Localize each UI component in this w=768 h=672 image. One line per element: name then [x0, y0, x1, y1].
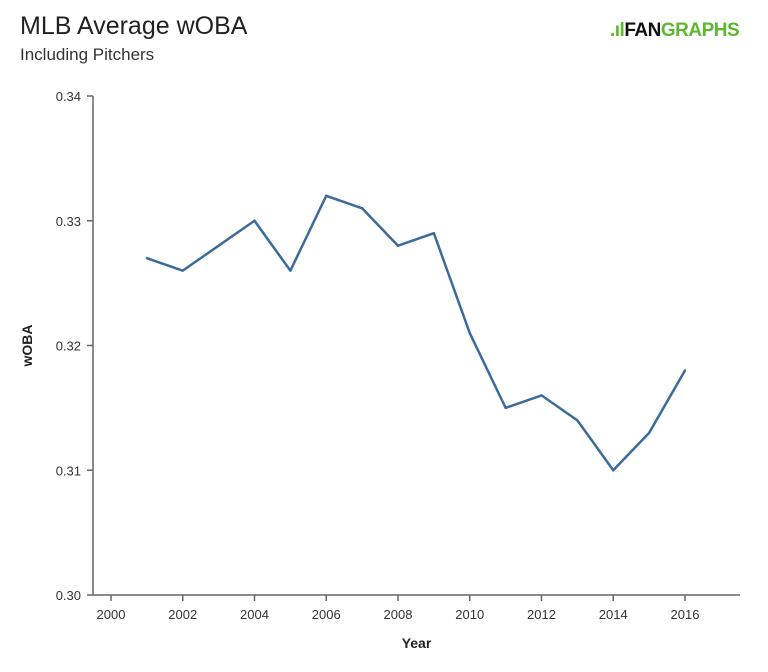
x-axis-label: Year: [402, 635, 432, 651]
fangraphs-logo: .ılFANGRAPHS: [610, 20, 740, 41]
logo-bars-icon: .ıl: [610, 20, 625, 41]
data-point: [504, 406, 507, 410]
x-tick-label: 2006: [312, 607, 341, 622]
data-point: [145, 256, 149, 260]
data-point: [540, 394, 543, 397]
y-axis-label: wOBA: [19, 325, 35, 368]
x-tick-label: 2012: [527, 607, 556, 622]
data-point: [612, 469, 615, 472]
data-point: [396, 244, 400, 247]
data-point: [683, 369, 687, 372]
data-point: [217, 244, 220, 247]
x-tick-label: 2016: [671, 607, 700, 622]
data-point: [253, 219, 256, 222]
chart-title: MLB Average wOBA: [20, 12, 248, 40]
data-point: [432, 232, 436, 235]
y-tick-label: 0.34: [56, 89, 81, 104]
x-tick-label: 2008: [384, 607, 413, 622]
data-point: [181, 269, 184, 272]
y-tick-label: 0.30: [56, 588, 81, 603]
y-tick-label: 0.33: [56, 214, 81, 229]
y-tick-label: 0.31: [56, 463, 81, 478]
data-point: [576, 419, 579, 422]
data-point: [325, 194, 328, 197]
series-line: [146, 194, 687, 472]
x-tick-label: 2014: [599, 607, 628, 622]
x-tick-label: 2004: [240, 607, 269, 622]
x-tick-label: 2002: [168, 607, 197, 622]
data-point: [289, 269, 292, 272]
y-tick-label: 0.32: [56, 339, 81, 354]
x-tick-label: 2010: [455, 607, 484, 622]
chart-subtitle: Including Pitchers: [20, 45, 155, 64]
data-point: [647, 431, 651, 435]
data-point: [468, 331, 471, 335]
x-tick-label: 2000: [97, 607, 126, 622]
data-point: [360, 207, 364, 210]
